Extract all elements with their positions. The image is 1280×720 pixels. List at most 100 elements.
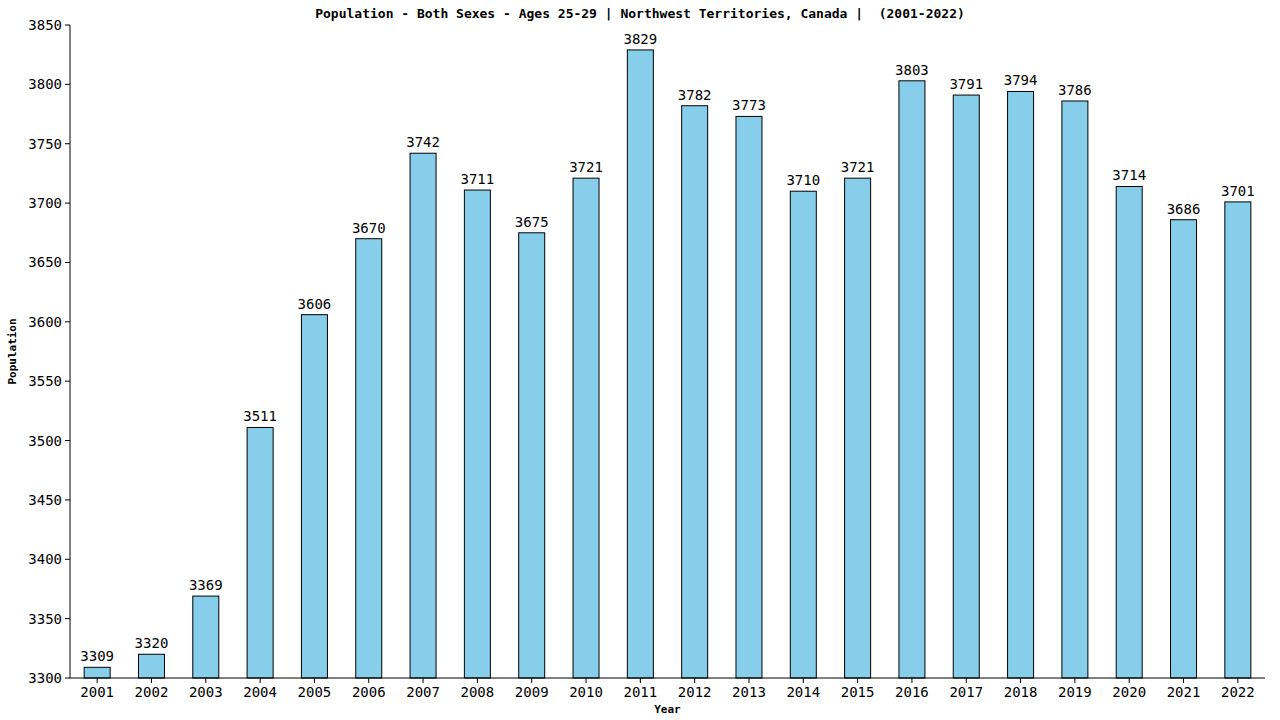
x-tick bbox=[368, 678, 369, 683]
data-label: 3320 bbox=[135, 635, 169, 651]
y-tick-label: 3600 bbox=[28, 314, 62, 330]
bar bbox=[301, 315, 327, 678]
data-label: 3309 bbox=[80, 648, 114, 664]
x-tick-label: 2001 bbox=[80, 684, 114, 700]
x-tick bbox=[911, 678, 912, 683]
x-tick-label: 2019 bbox=[1058, 684, 1092, 700]
bar bbox=[519, 233, 545, 678]
x-tick bbox=[1129, 678, 1130, 683]
x-axis-label: Year bbox=[654, 703, 681, 716]
x-tick-label: 2006 bbox=[352, 684, 386, 700]
y-tick bbox=[65, 440, 70, 441]
x-tick-label: 2004 bbox=[243, 684, 277, 700]
y-tick bbox=[65, 678, 70, 679]
x-tick-label: 2012 bbox=[678, 684, 712, 700]
y-tick bbox=[65, 203, 70, 204]
y-axis bbox=[70, 25, 71, 678]
x-tick-label: 2016 bbox=[895, 684, 929, 700]
bar bbox=[410, 153, 436, 678]
bar bbox=[247, 427, 273, 678]
x-tick bbox=[531, 678, 532, 683]
bar bbox=[573, 178, 599, 678]
data-label: 3791 bbox=[949, 76, 983, 92]
x-tick-label: 2003 bbox=[189, 684, 223, 700]
x-tick-label: 2007 bbox=[406, 684, 440, 700]
x-tick bbox=[586, 678, 587, 683]
data-label: 3511 bbox=[243, 408, 277, 424]
y-tick bbox=[65, 25, 70, 26]
y-tick bbox=[65, 381, 70, 382]
x-tick bbox=[423, 678, 424, 683]
x-tick bbox=[314, 678, 315, 683]
x-tick-label: 2011 bbox=[623, 684, 657, 700]
x-tick-label: 2008 bbox=[461, 684, 495, 700]
x-axis bbox=[70, 678, 1265, 679]
bar bbox=[193, 596, 219, 678]
y-tick bbox=[65, 559, 70, 560]
x-tick bbox=[694, 678, 695, 683]
chart: Population - Both Sexes - Ages 25-29 | N… bbox=[0, 0, 1280, 720]
x-tick bbox=[966, 678, 967, 683]
y-tick bbox=[65, 143, 70, 144]
x-tick bbox=[748, 678, 749, 683]
data-label: 3369 bbox=[189, 577, 223, 593]
bar bbox=[790, 191, 816, 678]
x-tick bbox=[1237, 678, 1238, 683]
x-tick-label: 2018 bbox=[1004, 684, 1038, 700]
y-tick bbox=[65, 618, 70, 619]
x-tick-label: 2021 bbox=[1167, 684, 1201, 700]
bar bbox=[464, 190, 490, 678]
bar bbox=[627, 50, 653, 678]
y-tick bbox=[65, 262, 70, 263]
y-tick-label: 3700 bbox=[28, 195, 62, 211]
data-label: 3675 bbox=[515, 214, 549, 230]
y-tick-label: 3750 bbox=[28, 136, 62, 152]
x-tick-label: 2022 bbox=[1221, 684, 1255, 700]
data-label: 3721 bbox=[841, 159, 875, 175]
bar bbox=[1225, 202, 1251, 678]
bar bbox=[84, 667, 110, 678]
data-label: 3829 bbox=[623, 31, 657, 47]
data-label: 3606 bbox=[298, 296, 332, 312]
data-label: 3742 bbox=[406, 134, 440, 150]
bar bbox=[356, 239, 382, 678]
bar bbox=[138, 654, 164, 678]
x-tick bbox=[97, 678, 98, 683]
y-tick-label: 3300 bbox=[28, 670, 62, 686]
y-tick bbox=[65, 321, 70, 322]
y-tick bbox=[65, 84, 70, 85]
x-tick-label: 2002 bbox=[135, 684, 169, 700]
data-label: 3701 bbox=[1221, 183, 1255, 199]
data-label: 3670 bbox=[352, 220, 386, 236]
data-label: 3773 bbox=[732, 97, 766, 113]
bar bbox=[1008, 91, 1034, 678]
x-tick bbox=[151, 678, 152, 683]
x-tick bbox=[260, 678, 261, 683]
data-label: 3782 bbox=[678, 87, 712, 103]
x-tick-label: 2014 bbox=[786, 684, 820, 700]
x-tick-label: 2017 bbox=[949, 684, 983, 700]
bar bbox=[845, 178, 871, 678]
data-label: 3794 bbox=[1004, 72, 1038, 88]
title: Population - Both Sexes - Ages 25-29 | N… bbox=[315, 6, 965, 21]
x-tick-label: 2013 bbox=[732, 684, 766, 700]
x-tick bbox=[640, 678, 641, 683]
bar bbox=[953, 95, 979, 678]
bar bbox=[899, 81, 925, 678]
data-label: 3786 bbox=[1058, 82, 1092, 98]
x-tick bbox=[205, 678, 206, 683]
y-tick-label: 3550 bbox=[28, 373, 62, 389]
x-tick bbox=[803, 678, 804, 683]
y-tick-label: 3400 bbox=[28, 551, 62, 567]
y-tick-label: 3500 bbox=[28, 433, 62, 449]
y-tick-label: 3450 bbox=[28, 492, 62, 508]
x-tick bbox=[477, 678, 478, 683]
data-label: 3711 bbox=[461, 171, 495, 187]
x-tick bbox=[1020, 678, 1021, 683]
bar bbox=[1062, 101, 1088, 678]
x-tick-label: 2010 bbox=[569, 684, 603, 700]
y-tick-label: 3650 bbox=[28, 254, 62, 270]
bar bbox=[1171, 220, 1197, 678]
data-label: 3721 bbox=[569, 159, 603, 175]
x-tick-label: 2009 bbox=[515, 684, 549, 700]
